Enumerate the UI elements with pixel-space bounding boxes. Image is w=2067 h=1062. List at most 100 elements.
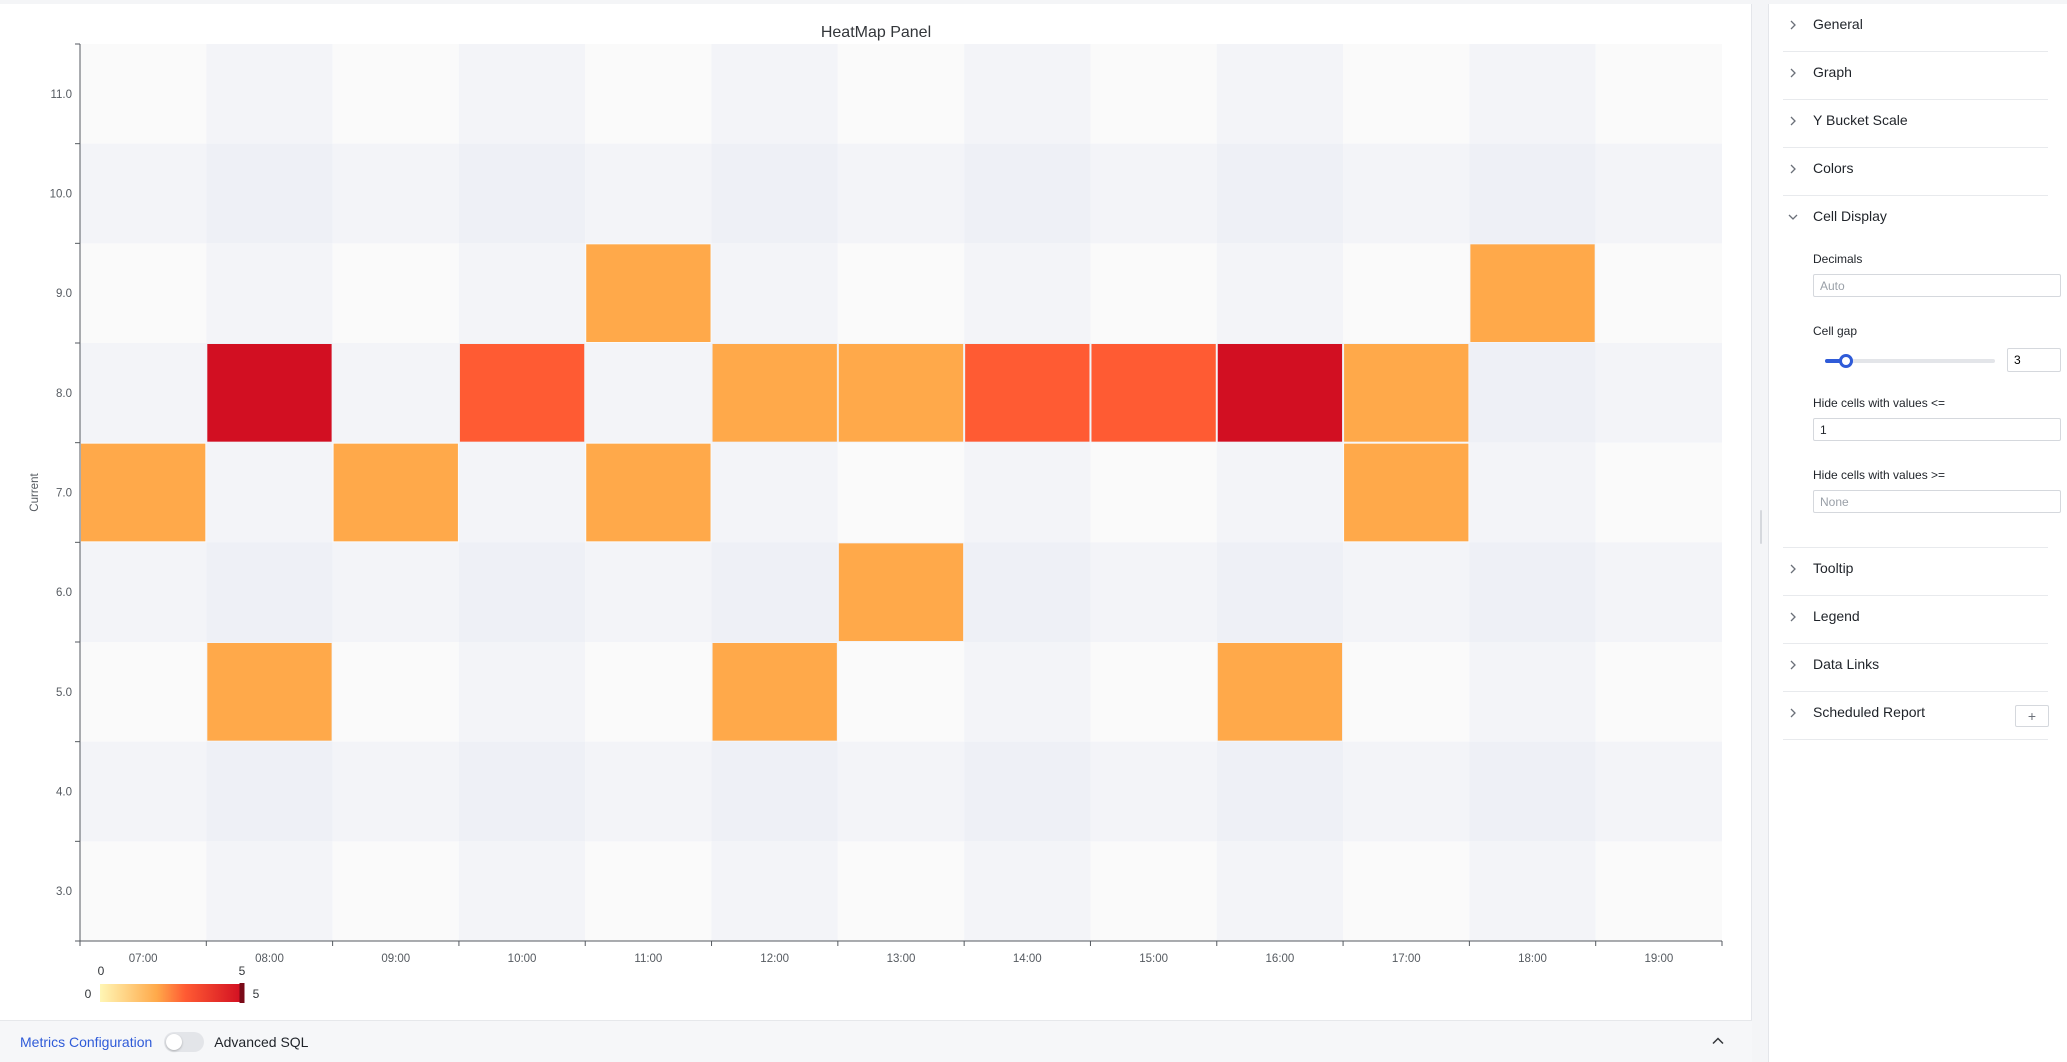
section-label: Scheduled Report [1813,704,1926,720]
chevron-right-icon [1790,164,1796,174]
x-tick-label: 14:00 [1013,953,1042,965]
decimals-input[interactable] [1813,274,2061,297]
legend-range-min: 0 [98,964,105,978]
bucket-background [1216,741,1344,842]
advanced-sql-toggle[interactable] [164,1031,205,1052]
bucket-background [1469,841,1596,941]
options-panel: General Graph Y Bucket Scale Colors Cell… [1768,4,2067,1062]
metrics-configuration-tab[interactable]: Metrics Configuration [20,1033,153,1050]
bucket-background [332,44,459,144]
bucket-background [837,642,965,742]
hide-lte-input[interactable] [1813,418,2061,441]
section-scheduled-report[interactable]: Scheduled Report + [1783,692,2049,740]
legend-min-label: 0 [85,987,92,1001]
x-tick-label: 18:00 [1518,953,1547,965]
section-general[interactable]: General [1783,4,2048,52]
section-tooltip[interactable]: Tooltip [1783,548,2048,596]
bucket-background [332,542,459,642]
cell-gap-slider[interactable] [1825,354,1995,368]
section-data-links[interactable]: Data Links [1783,644,2048,692]
y-tick-label: 7.0 [56,488,72,500]
heatmap-cell [1344,344,1469,442]
x-tick-label: 11:00 [634,953,662,965]
bucket-background [80,841,207,941]
bucket-background [206,442,333,543]
x-tick-label: 15:00 [1139,953,1168,965]
bucket-background [206,741,333,842]
bucket-background [1469,642,1596,742]
heatmap-cell [1470,244,1595,342]
bucket-background [332,143,459,244]
bucket-background [458,642,586,742]
bucket-background [711,143,838,244]
heatmap-cell [333,443,458,542]
add-scheduled-report-button[interactable]: + [2015,705,2049,727]
heatmap-cell [1344,443,1469,542]
cell-gap-input[interactable] [2007,348,2061,372]
cell-display-options: Decimals Cell gap Hide cells with values… [1783,220,2061,548]
heatmap-cell [965,344,1090,442]
bucket-background [585,642,712,742]
section-label: Data Links [1813,656,1880,672]
section-label: Colors [1813,160,1854,176]
bucket-background [332,343,459,443]
legend-max-label: 5 [253,987,260,1001]
bucket-background [1090,841,1217,941]
bucket-background [1090,542,1217,642]
bucket-background [837,143,965,244]
slider-thumb[interactable] [1838,354,1853,368]
chevron-up-icon[interactable] [1710,1033,1726,1049]
y-tick-label: 3.0 [56,886,72,898]
x-tick-label: 17:00 [1392,953,1421,965]
bucket-background [458,841,586,941]
bucket-background [964,442,1091,543]
hide-lte-label: Hide cells with values <= [1813,396,1946,410]
bucket-background [332,642,459,742]
bucket-background [1090,143,1217,244]
section-colors[interactable]: Colors [1783,148,2048,196]
bucket-background [332,243,459,343]
section-label: General [1813,16,1863,32]
bucket-background [1595,841,1722,941]
bucket-background [458,741,586,842]
bucket-background [1343,642,1470,742]
heatmap-cell [81,443,206,542]
bucket-background [1595,243,1722,343]
bucket-background [1343,741,1470,842]
bucket-background [1090,741,1217,842]
bucket-background [964,243,1091,343]
splitter-handle[interactable] [1760,510,1762,544]
heatmap-cell [459,344,585,442]
chevron-right-icon [1790,68,1796,78]
bucket-background [1469,44,1596,144]
heatmap-cell [586,244,711,342]
bucket-background [1469,343,1596,443]
bucket-background [711,741,838,842]
section-legend[interactable]: Legend [1783,596,2048,644]
section-label: Y Bucket Scale [1813,112,1908,128]
section-label: Cell Display [1813,208,1887,224]
bucket-background [1090,44,1217,144]
bucket-background [80,642,207,742]
bucket-background [80,44,207,144]
section-y-bucket-scale[interactable]: Y Bucket Scale [1783,100,2048,148]
hide-gte-input[interactable] [1813,490,2061,513]
section-graph[interactable]: Graph [1783,52,2048,100]
chevron-right-icon [1790,708,1796,718]
chevron-right-icon [1790,612,1796,622]
x-tick-label: 08:00 [255,953,284,965]
bucket-background [80,542,207,642]
bucket-background [1595,642,1722,742]
section-cell-display[interactable]: Cell Display [1783,196,2048,232]
toggle-knob [166,1033,183,1050]
bucket-background [80,741,207,842]
bucket-background [964,143,1091,244]
bucket-background [711,542,838,642]
bucket-background [206,143,333,244]
bucket-background [585,542,712,642]
bucket-background [1216,44,1344,144]
bucket-background [585,343,712,443]
bucket-background [1216,143,1344,244]
bucket-background [1216,542,1344,642]
